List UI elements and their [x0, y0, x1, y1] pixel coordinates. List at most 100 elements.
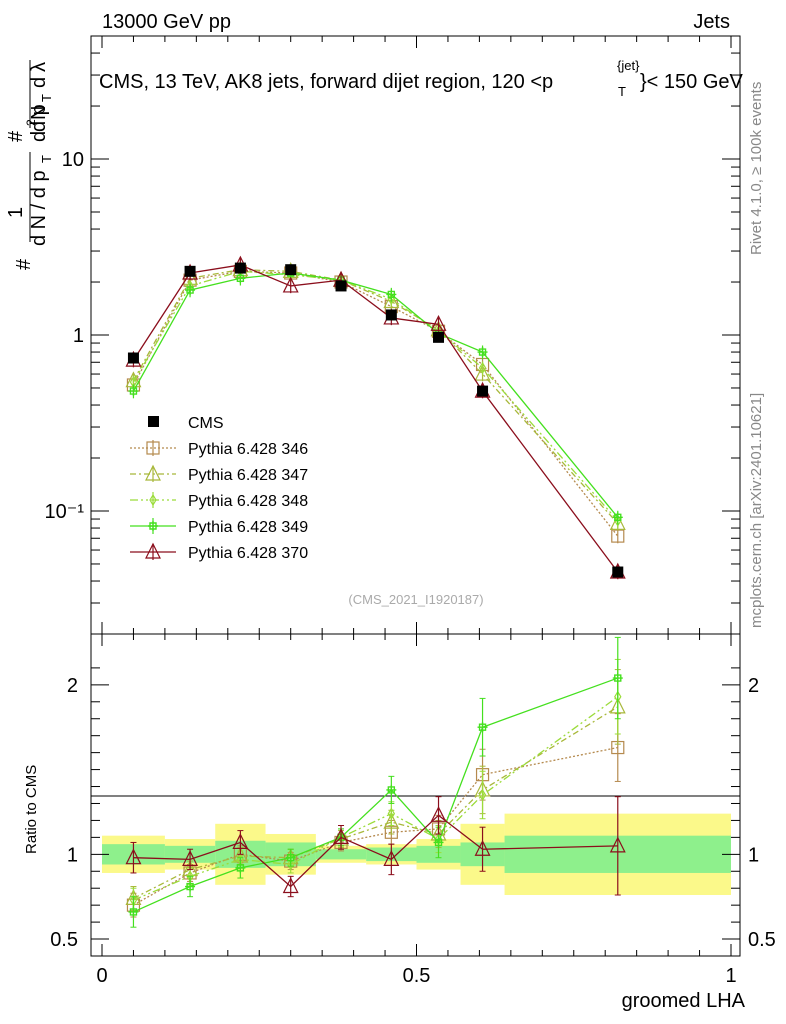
ratio-point — [282, 877, 299, 894]
ratio-tick-label-right: 0.5 — [748, 929, 776, 951]
ratio-point — [383, 850, 400, 867]
series-line-2 — [132, 270, 619, 522]
legend-label: Pythia 6.428 370 — [188, 545, 308, 562]
legend-marker — [145, 464, 161, 481]
series-point — [386, 289, 397, 300]
svg-text:λ: λ — [28, 62, 50, 72]
ratio-uncertainty-bands — [102, 813, 731, 895]
legend: CMS Pythia 6.428 346 Pythia 6.428 347 Pythi… — [130, 415, 308, 562]
series-point — [128, 386, 139, 397]
legend-label: Pythia 6.428 346 — [188, 441, 308, 458]
legend-cms-marker — [148, 416, 159, 427]
cms-data-point — [285, 264, 297, 276]
legend-cms-label: CMS — [188, 415, 224, 432]
svg-text:CMS, 13 TeV, AK8 jets, forward: CMS, 13 TeV, AK8 jets, forward dijet reg… — [99, 71, 553, 93]
ratio-point — [285, 852, 296, 863]
series-point — [614, 514, 622, 527]
series-point — [478, 361, 487, 375]
svg-text:d: d — [28, 77, 50, 88]
ratio-point — [387, 807, 396, 820]
ratio-series-lines — [125, 636, 626, 928]
header-right: Jets — [693, 11, 730, 33]
ratio-point — [478, 788, 487, 802]
title-main: CMS, 13 TeV, AK8 jets, forward dijet reg… — [99, 71, 553, 93]
series-point — [185, 285, 196, 296]
series-point — [235, 273, 246, 284]
x-tick-label: 1 — [725, 965, 736, 987]
series-line-1 — [132, 269, 619, 524]
cms-data-point — [184, 265, 196, 277]
x-axis-label: groomed LHA — [622, 990, 746, 1012]
ratio-point — [235, 862, 246, 873]
cms-data-point — [612, 566, 624, 578]
series-point — [609, 514, 626, 531]
mcplots-label: mcplots.cern.ch [arXiv:2401.10621] — [748, 393, 765, 628]
ratio-tick-label: 2 — [67, 675, 78, 697]
legend-label: Pythia 6.428 347 — [188, 467, 308, 484]
svg-text:T: T — [39, 155, 54, 163]
y-tick-label: 10⁻¹ — [45, 501, 85, 523]
ratio-point — [287, 858, 295, 871]
ratio-point — [474, 839, 491, 856]
title-end: }< 150 GeV — [640, 71, 744, 93]
svg-text:2: 2 — [24, 119, 38, 126]
svg-text:d p: d p — [28, 104, 50, 132]
ratio-point — [333, 828, 349, 844]
ratio-point — [612, 673, 623, 684]
cms-data-point — [385, 309, 397, 321]
ratio-ylabel: Ratio to CMS — [23, 765, 40, 854]
x-tick-label: 0 — [96, 965, 107, 987]
ratio-point — [128, 906, 139, 917]
legend-label: Pythia 6.428 349 — [188, 519, 308, 536]
ratio-point — [430, 805, 447, 822]
ratio-point — [433, 837, 444, 848]
ratio-point — [125, 848, 142, 865]
ratio-point — [383, 812, 400, 829]
series-point — [282, 276, 299, 293]
legend-label: Pythia 6.428 348 — [188, 493, 308, 510]
ratio-point — [182, 850, 199, 867]
main-series-lines — [125, 255, 626, 580]
ratio-plot-frame — [90, 633, 741, 957]
plot-title: CMS, 13 TeV, AK8 jets, forward dijet reg… — [99, 58, 744, 99]
x-tick-label: 0.5 — [403, 965, 431, 987]
svg-text:#: # — [13, 258, 35, 270]
main-ylabel: # 1 d N / d p T # d 2 N d p T d λ — [5, 60, 54, 270]
legend-marker — [145, 542, 161, 559]
ratio-tick-label: 1 — [67, 844, 78, 866]
legend-marker — [148, 521, 158, 531]
ratio-point — [185, 881, 196, 892]
svg-text:1: 1 — [5, 207, 27, 218]
legend-marker — [146, 441, 160, 455]
ratio-band-inner — [315, 849, 367, 860]
analysis-id: (CMS_2021_I1920187) — [348, 592, 483, 607]
ratio-tick-label-right: 2 — [748, 675, 759, 697]
legend-marker — [149, 493, 157, 507]
ratio-point — [386, 784, 397, 795]
ratio-line-0 — [133, 746, 618, 906]
svg-text:T: T — [39, 94, 54, 102]
ratio-tick-label: 0.5 — [50, 929, 78, 951]
axes-ticks: 0 0.5 1 10⁻¹ 1 10 0.5 0.5 1 1 2 2 — [45, 35, 776, 987]
ratio-point — [477, 722, 488, 733]
title-sup: {jet} — [617, 58, 640, 73]
y-tick-label: 1 — [73, 325, 84, 347]
ratio-point — [232, 833, 249, 850]
ratio-tick-label-right: 1 — [748, 844, 759, 866]
series-point — [477, 347, 488, 358]
title-sub: T — [618, 84, 626, 99]
series-point — [383, 292, 400, 309]
rivet-label: Rivet 4.1.0, ≥ 100k events — [748, 82, 765, 255]
ratio-point — [609, 836, 626, 853]
y-tick-label: 10 — [62, 149, 84, 171]
cms-data-point — [433, 331, 445, 343]
cms-data-point — [234, 262, 246, 274]
svg-text:#: # — [5, 130, 27, 142]
series-line-0 — [132, 270, 619, 537]
cms-data-point — [477, 385, 489, 397]
svg-text:N: N — [28, 106, 50, 120]
series-point — [612, 512, 623, 523]
series-point — [430, 314, 447, 331]
svg-text:d N / d p: d N / d p — [28, 170, 50, 246]
